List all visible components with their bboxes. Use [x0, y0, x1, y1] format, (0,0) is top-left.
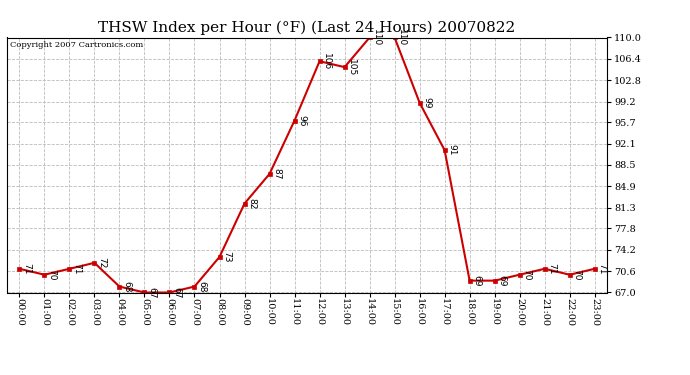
Text: 71: 71	[547, 263, 556, 274]
Text: 67: 67	[147, 287, 156, 298]
Text: 70: 70	[522, 269, 531, 280]
Title: THSW Index per Hour (°F) (Last 24 Hours) 20070822: THSW Index per Hour (°F) (Last 24 Hours)…	[99, 21, 515, 35]
Text: 70: 70	[47, 269, 56, 280]
Text: 68: 68	[122, 281, 131, 292]
Text: 72: 72	[97, 257, 106, 268]
Text: 99: 99	[422, 97, 431, 108]
Text: 73: 73	[222, 251, 231, 262]
Text: 71: 71	[22, 263, 31, 274]
Text: 96: 96	[297, 115, 306, 126]
Text: 69: 69	[497, 275, 506, 286]
Text: 68: 68	[197, 281, 206, 292]
Text: Copyright 2007 Cartronics.com: Copyright 2007 Cartronics.com	[10, 41, 143, 50]
Text: 71: 71	[598, 263, 607, 274]
Text: 87: 87	[273, 168, 282, 180]
Text: 110: 110	[397, 29, 406, 46]
Text: 91: 91	[447, 144, 456, 156]
Text: 70: 70	[573, 269, 582, 280]
Text: 71: 71	[72, 263, 81, 274]
Text: 110: 110	[373, 29, 382, 46]
Text: 105: 105	[347, 58, 356, 76]
Text: 106: 106	[322, 53, 331, 70]
Text: 82: 82	[247, 198, 256, 209]
Text: 69: 69	[473, 275, 482, 286]
Text: 67: 67	[172, 287, 181, 298]
